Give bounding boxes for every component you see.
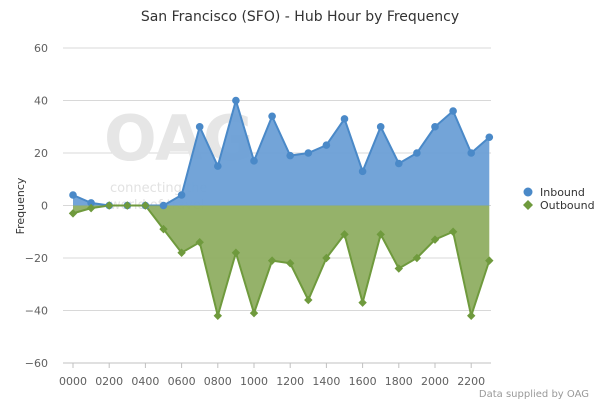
legend-item-inbound[interactable]: Inbound <box>523 186 585 199</box>
y-axis-label: Frequency <box>14 177 27 234</box>
legend-circle-icon <box>523 187 533 197</box>
data-point-inbound[interactable] <box>250 157 258 165</box>
data-point-inbound[interactable] <box>214 162 222 170</box>
legend-label: Outbound <box>540 199 595 212</box>
data-point-outbound[interactable] <box>267 256 277 265</box>
data-point-outbound[interactable] <box>195 238 204 247</box>
x-tick-label: 2000 <box>421 375 449 388</box>
data-point-outbound[interactable] <box>322 253 331 263</box>
data-point-inbound[interactable] <box>322 141 331 149</box>
y-tick-label: 0 <box>41 200 48 213</box>
data-point-outbound[interactable] <box>231 248 241 257</box>
data-point-outbound[interactable] <box>358 298 367 307</box>
data-point-outbound[interactable] <box>286 259 295 268</box>
data-point-outbound[interactable] <box>177 248 186 257</box>
data-point-inbound[interactable] <box>467 149 476 157</box>
x-tick-label: 0000 <box>59 375 87 388</box>
data-point-inbound[interactable] <box>286 151 295 160</box>
data-point-outbound[interactable] <box>159 224 168 234</box>
legend-diamond-icon <box>523 200 533 210</box>
legend-label: Inbound <box>540 186 585 199</box>
data-point-inbound[interactable] <box>69 191 77 199</box>
data-point-inbound[interactable] <box>376 122 385 131</box>
y-axis-ticks: −60 −40 −20 0 20 40 60 <box>25 42 48 370</box>
data-point-outbound[interactable] <box>304 295 313 305</box>
data-point-inbound[interactable] <box>395 159 403 168</box>
data-point-inbound[interactable] <box>195 122 204 131</box>
data-point-inbound[interactable] <box>413 149 421 157</box>
series-area-inbound <box>73 100 490 206</box>
data-point-inbound[interactable] <box>449 107 457 115</box>
data-point-inbound[interactable] <box>232 96 240 105</box>
data-point-outbound[interactable] <box>430 235 440 244</box>
data-point-inbound[interactable] <box>87 199 95 207</box>
x-tick-label: 1800 <box>385 375 413 388</box>
y-tick-label: −20 <box>25 252 48 265</box>
data-point-outbound[interactable] <box>249 308 259 318</box>
y-tick-label: 60 <box>34 42 48 55</box>
marker-layer <box>68 96 494 320</box>
data-point-inbound[interactable] <box>159 201 168 210</box>
x-tick-label: 1200 <box>276 375 304 388</box>
chart-title: San Francisco (SFO) - Hub Hour by Freque… <box>141 9 459 25</box>
data-point-inbound[interactable] <box>340 115 349 123</box>
x-tick-label: 0200 <box>95 375 123 388</box>
x-tick-label: 0800 <box>204 375 232 388</box>
data-point-outbound[interactable] <box>213 311 222 320</box>
series-area-outbound <box>73 205 490 316</box>
y-tick-label: −40 <box>25 305 48 318</box>
data-point-outbound[interactable] <box>123 201 132 210</box>
data-point-outbound[interactable] <box>394 264 403 273</box>
legend-item-outbound[interactable]: Outbound <box>523 199 595 212</box>
data-point-outbound[interactable] <box>86 203 96 213</box>
data-point-inbound[interactable] <box>177 191 186 199</box>
x-tick-label: 1000 <box>240 375 268 388</box>
y-tick-label: −60 <box>25 357 48 370</box>
x-tick-label: 2200 <box>457 375 485 388</box>
data-point-inbound[interactable] <box>358 167 367 176</box>
data-point-outbound[interactable] <box>448 227 458 236</box>
data-point-inbound[interactable] <box>304 149 313 157</box>
data-point-inbound[interactable] <box>268 112 276 121</box>
x-tick-label: 1600 <box>349 375 377 388</box>
y-tick-label: 40 <box>34 95 48 108</box>
x-axis-ticks: 0000 0200 0400 0600 0800 1000 1200 1400 1600 1800… <box>59 362 491 388</box>
x-tick-label: 0400 <box>131 375 159 388</box>
x-tick-label: 1400 <box>312 375 340 388</box>
data-point-outbound[interactable] <box>105 201 114 210</box>
data-point-outbound[interactable] <box>467 311 476 320</box>
data-point-outbound[interactable] <box>68 209 78 218</box>
x-tick-label: 0600 <box>168 375 196 388</box>
data-point-outbound[interactable] <box>141 201 150 210</box>
y-tick-label: 20 <box>34 147 48 160</box>
data-point-outbound[interactable] <box>412 253 422 263</box>
data-point-inbound[interactable] <box>485 133 494 142</box>
data-point-inbound[interactable] <box>431 122 439 131</box>
data-point-outbound[interactable] <box>485 256 494 265</box>
data-point-outbound[interactable] <box>340 230 349 239</box>
data-point-outbound[interactable] <box>376 230 385 239</box>
data-credit: Data supplied by OAG <box>479 389 589 400</box>
